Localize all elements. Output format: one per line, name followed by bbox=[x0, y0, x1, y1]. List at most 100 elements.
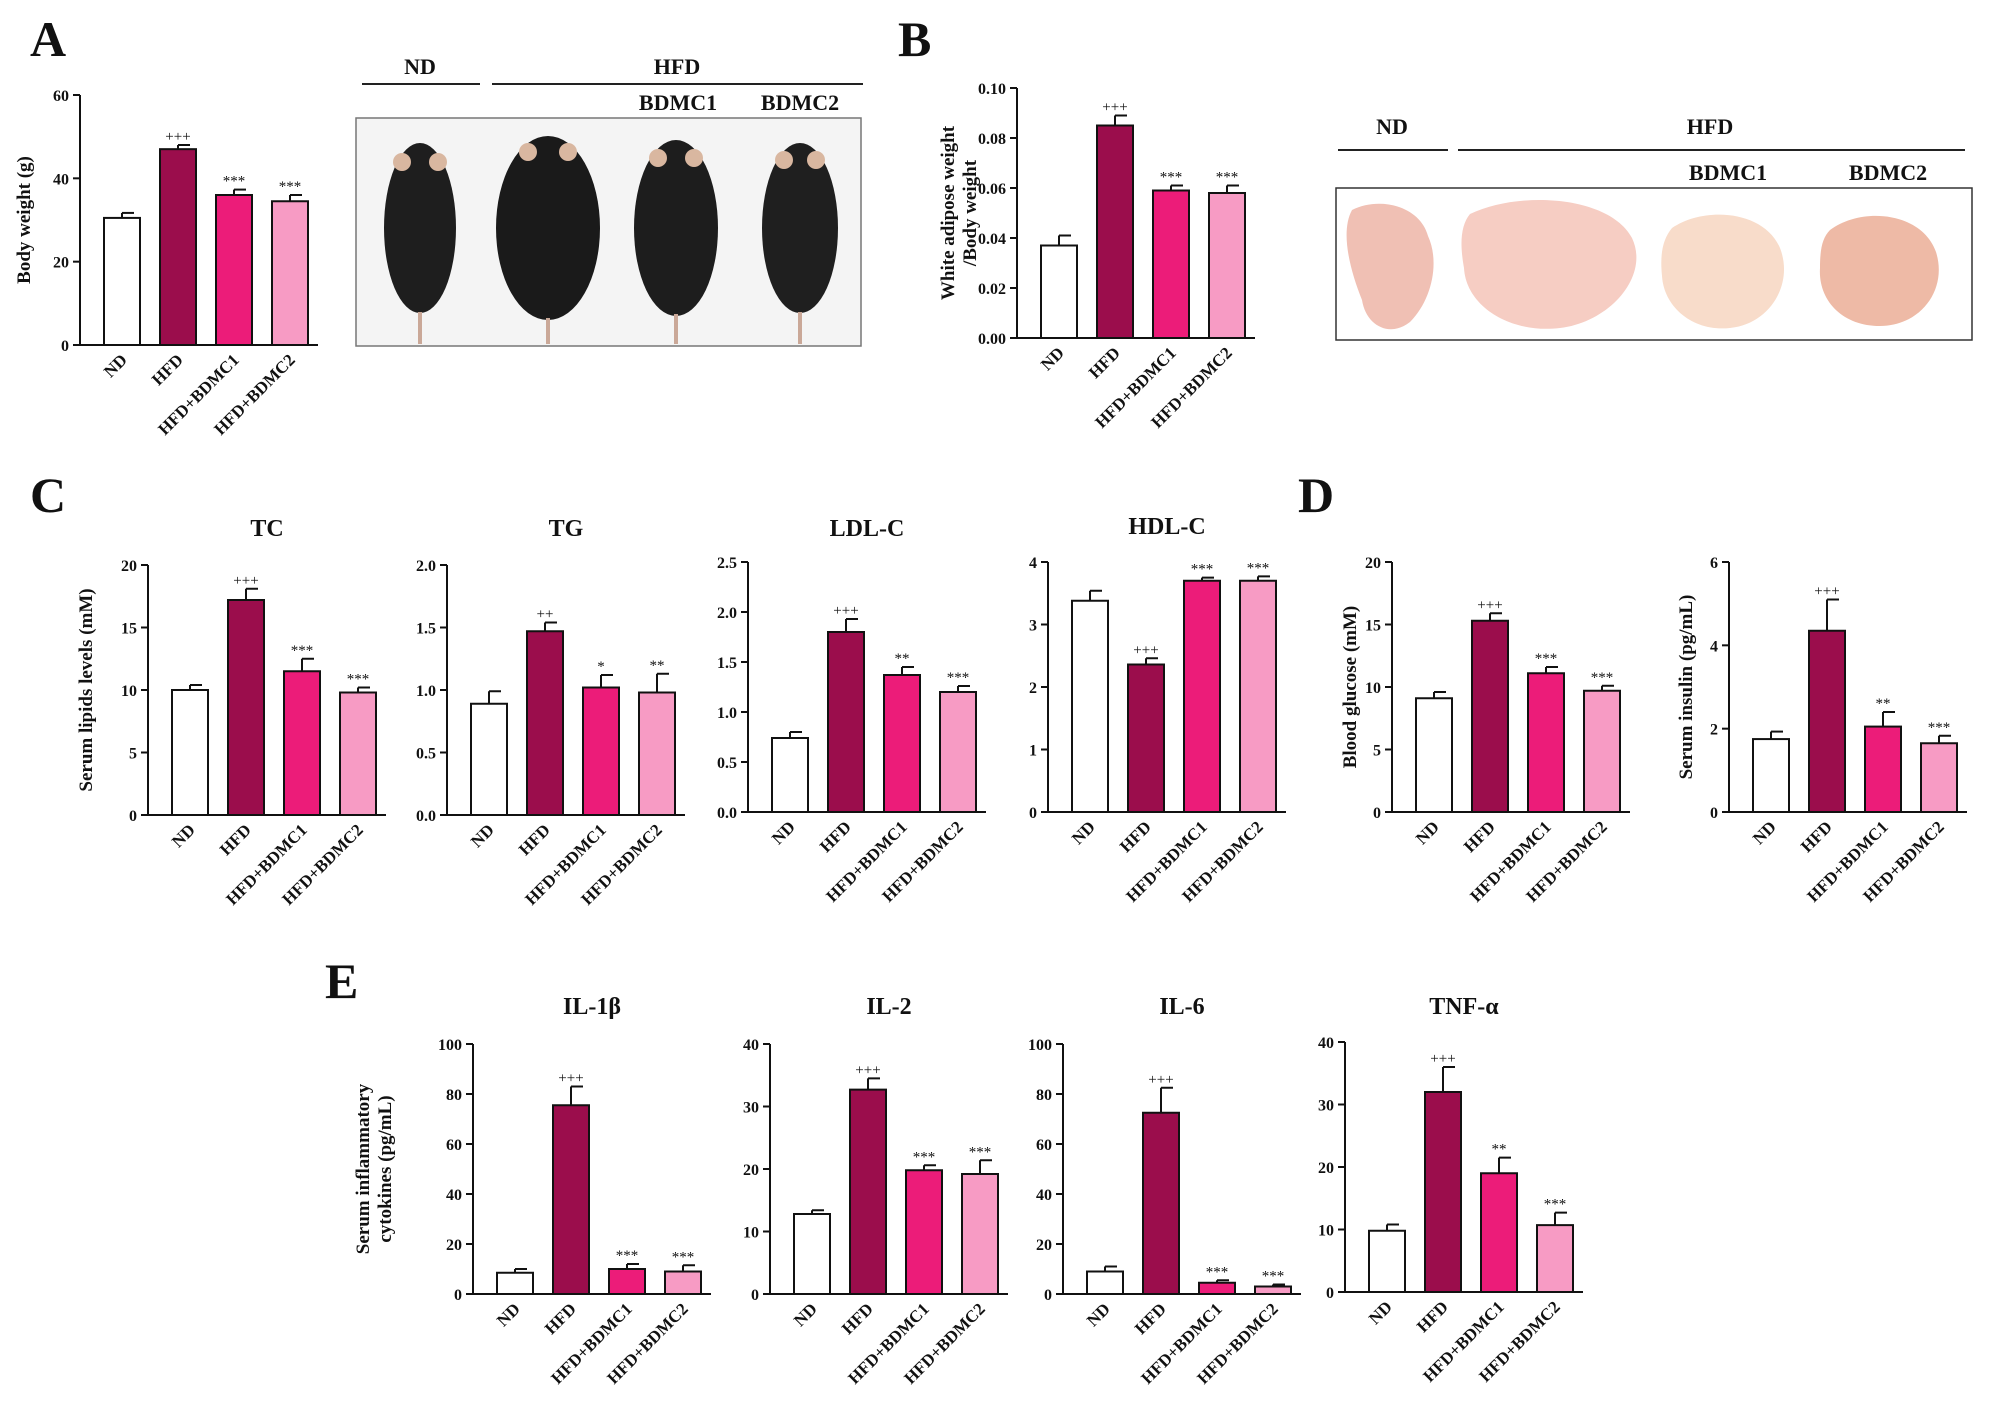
significance-mark: *** bbox=[1535, 651, 1558, 667]
category-label: HFD bbox=[1085, 343, 1124, 382]
y-tick-label: 3 bbox=[1029, 618, 1037, 635]
y-tick-label: 0.00 bbox=[978, 331, 1006, 348]
y-tick-label: 40 bbox=[53, 171, 69, 188]
significance-mark: +++ bbox=[833, 603, 858, 619]
adipose-image-hfd bbox=[1461, 199, 1637, 329]
bar-nd bbox=[793, 1213, 831, 1295]
significance-mark: *** bbox=[1216, 170, 1239, 186]
bar-hfd-bdmc2 bbox=[1239, 579, 1277, 813]
mouse-image-hfd bbox=[496, 136, 600, 344]
significance-mark: *** bbox=[1928, 720, 1951, 736]
significance-mark: +++ bbox=[1148, 1072, 1173, 1088]
significance-mark: *** bbox=[1191, 562, 1214, 578]
photo-a-label-hfd: HFD bbox=[654, 54, 700, 79]
adipose-image-bdmc2 bbox=[1819, 215, 1939, 326]
y-tick-label: 60 bbox=[1036, 1137, 1052, 1154]
panel-letter-d: D bbox=[1298, 467, 1334, 523]
bar-hfd-bdmc2 bbox=[271, 200, 309, 346]
significance-mark: +++ bbox=[165, 129, 190, 145]
category-label: HFD bbox=[838, 1299, 877, 1338]
y-tick-label: 0 bbox=[129, 808, 137, 825]
category-label: ND bbox=[493, 1299, 524, 1330]
significance-mark: +++ bbox=[1430, 1051, 1455, 1067]
chart-title: IL-6 bbox=[1159, 994, 1204, 1020]
y-axis-label: Body weight (g) bbox=[14, 156, 35, 284]
y-tick-label: 40 bbox=[446, 1187, 462, 1204]
y-tick-label: 0.04 bbox=[978, 231, 1006, 248]
y-tick-label: 10 bbox=[1365, 680, 1381, 697]
category-label: ND bbox=[1083, 1299, 1114, 1330]
chart-title: IL-1β bbox=[563, 994, 621, 1020]
chart-white-adipose: 0.000.020.040.060.080.10ND+++HFD***HFD+B… bbox=[938, 81, 1255, 432]
y-tick-label: 20 bbox=[53, 255, 69, 272]
y-tick-label: 2.0 bbox=[717, 605, 737, 622]
panel-letter-a: A bbox=[30, 11, 66, 67]
y-tick-label: 0 bbox=[454, 1287, 462, 1304]
chart-il-1b: 020406080100ND+++HFD***HFD+BDMC1***HFD+B… bbox=[353, 994, 711, 1388]
bar-nd bbox=[1415, 697, 1453, 813]
category-label: ND bbox=[100, 350, 131, 381]
significance-mark: +++ bbox=[1133, 642, 1158, 658]
y-tick-label: 30 bbox=[1318, 1098, 1334, 1115]
significance-mark: *** bbox=[1206, 1264, 1229, 1280]
significance-mark: *** bbox=[1160, 170, 1183, 186]
y-tick-label: 10 bbox=[121, 683, 137, 700]
y-tick-label: 0.06 bbox=[978, 181, 1006, 198]
significance-mark: *** bbox=[616, 1248, 639, 1264]
photo-b-label-bdmc1: BDMC1 bbox=[1689, 160, 1767, 185]
y-tick-label: 6 bbox=[1710, 555, 1718, 572]
category-label: ND bbox=[1037, 343, 1068, 374]
chart-tnf-a: 010203040ND+++HFD**HFD+BDMC1***HFD+BDMC2… bbox=[1318, 994, 1583, 1386]
y-tick-label: 4 bbox=[1029, 555, 1037, 572]
significance-mark: *** bbox=[1247, 560, 1270, 576]
bar-hfd bbox=[552, 1104, 590, 1295]
y-tick-label: 1.0 bbox=[416, 683, 436, 700]
mouse-image-bdmc1 bbox=[634, 140, 718, 344]
y-tick-label: 60 bbox=[53, 88, 69, 105]
photo-b-label-hfd: HFD bbox=[1687, 114, 1733, 139]
significance-mark: +++ bbox=[855, 1062, 880, 1078]
chart-serum-insulin: 0246ND+++HFD**HFD+BDMC1***HFD+BDMC2Serum… bbox=[1676, 555, 1967, 906]
chart-title: TNF-α bbox=[1429, 994, 1499, 1020]
chart-il-2: 010203040ND+++HFD***HFD+BDMC1***HFD+BDMC… bbox=[743, 994, 1008, 1388]
category-label: HFD bbox=[1116, 817, 1155, 856]
bar-nd bbox=[1086, 1270, 1124, 1295]
category-label: HFD bbox=[515, 820, 554, 859]
mouse-image-bdmc2 bbox=[762, 143, 838, 344]
y-tick-label: 0 bbox=[1326, 1285, 1334, 1302]
y-tick-label: 40 bbox=[1036, 1187, 1052, 1204]
significance-mark: +++ bbox=[1477, 597, 1502, 613]
bar-hfd-bdmc1 bbox=[283, 670, 321, 816]
significance-mark: *** bbox=[279, 179, 302, 195]
panel-letter-b: B bbox=[898, 11, 931, 67]
y-tick-label: 0 bbox=[1710, 805, 1718, 822]
y-tick-label: 1.5 bbox=[416, 621, 436, 638]
bar-nd bbox=[496, 1271, 534, 1295]
significance-mark: *** bbox=[1591, 670, 1614, 686]
y-tick-label: 0 bbox=[1044, 1287, 1052, 1304]
bar-hfd-bdmc1 bbox=[215, 194, 253, 346]
significance-mark: +++ bbox=[1102, 100, 1127, 116]
y-tick-label: 0.02 bbox=[978, 281, 1006, 298]
category-label: ND bbox=[1749, 817, 1780, 848]
bar-hfd-bdmc2 bbox=[939, 691, 977, 813]
y-tick-label: 2 bbox=[1710, 722, 1718, 739]
chart-title: TG bbox=[549, 516, 584, 542]
bar-hfd bbox=[1142, 1111, 1180, 1295]
category-label: HFD bbox=[1797, 817, 1836, 856]
category-label: ND bbox=[790, 1299, 821, 1330]
significance-mark: +++ bbox=[558, 1071, 583, 1087]
significance-mark: ** bbox=[650, 658, 665, 674]
chart-il-6: 020406080100ND+++HFD***HFD+BDMC1***HFD+B… bbox=[1028, 994, 1301, 1388]
adipose-image-nd bbox=[1346, 203, 1434, 330]
significance-mark: ++ bbox=[537, 607, 554, 623]
chart-tg: 0.00.51.01.52.0ND++HFD*HFD+BDMC1**HFD+BD… bbox=[416, 516, 685, 909]
bar-nd bbox=[470, 702, 508, 816]
y-axis-label: White adipose weight bbox=[938, 125, 959, 300]
y-tick-label: 20 bbox=[1365, 555, 1381, 572]
bar-hfd-bdmc1 bbox=[1480, 1172, 1518, 1293]
y-axis-label: Serum insulin (pg/mL) bbox=[1676, 595, 1697, 780]
y-tick-label: 2 bbox=[1029, 680, 1037, 697]
significance-mark: ** bbox=[1492, 1142, 1507, 1158]
